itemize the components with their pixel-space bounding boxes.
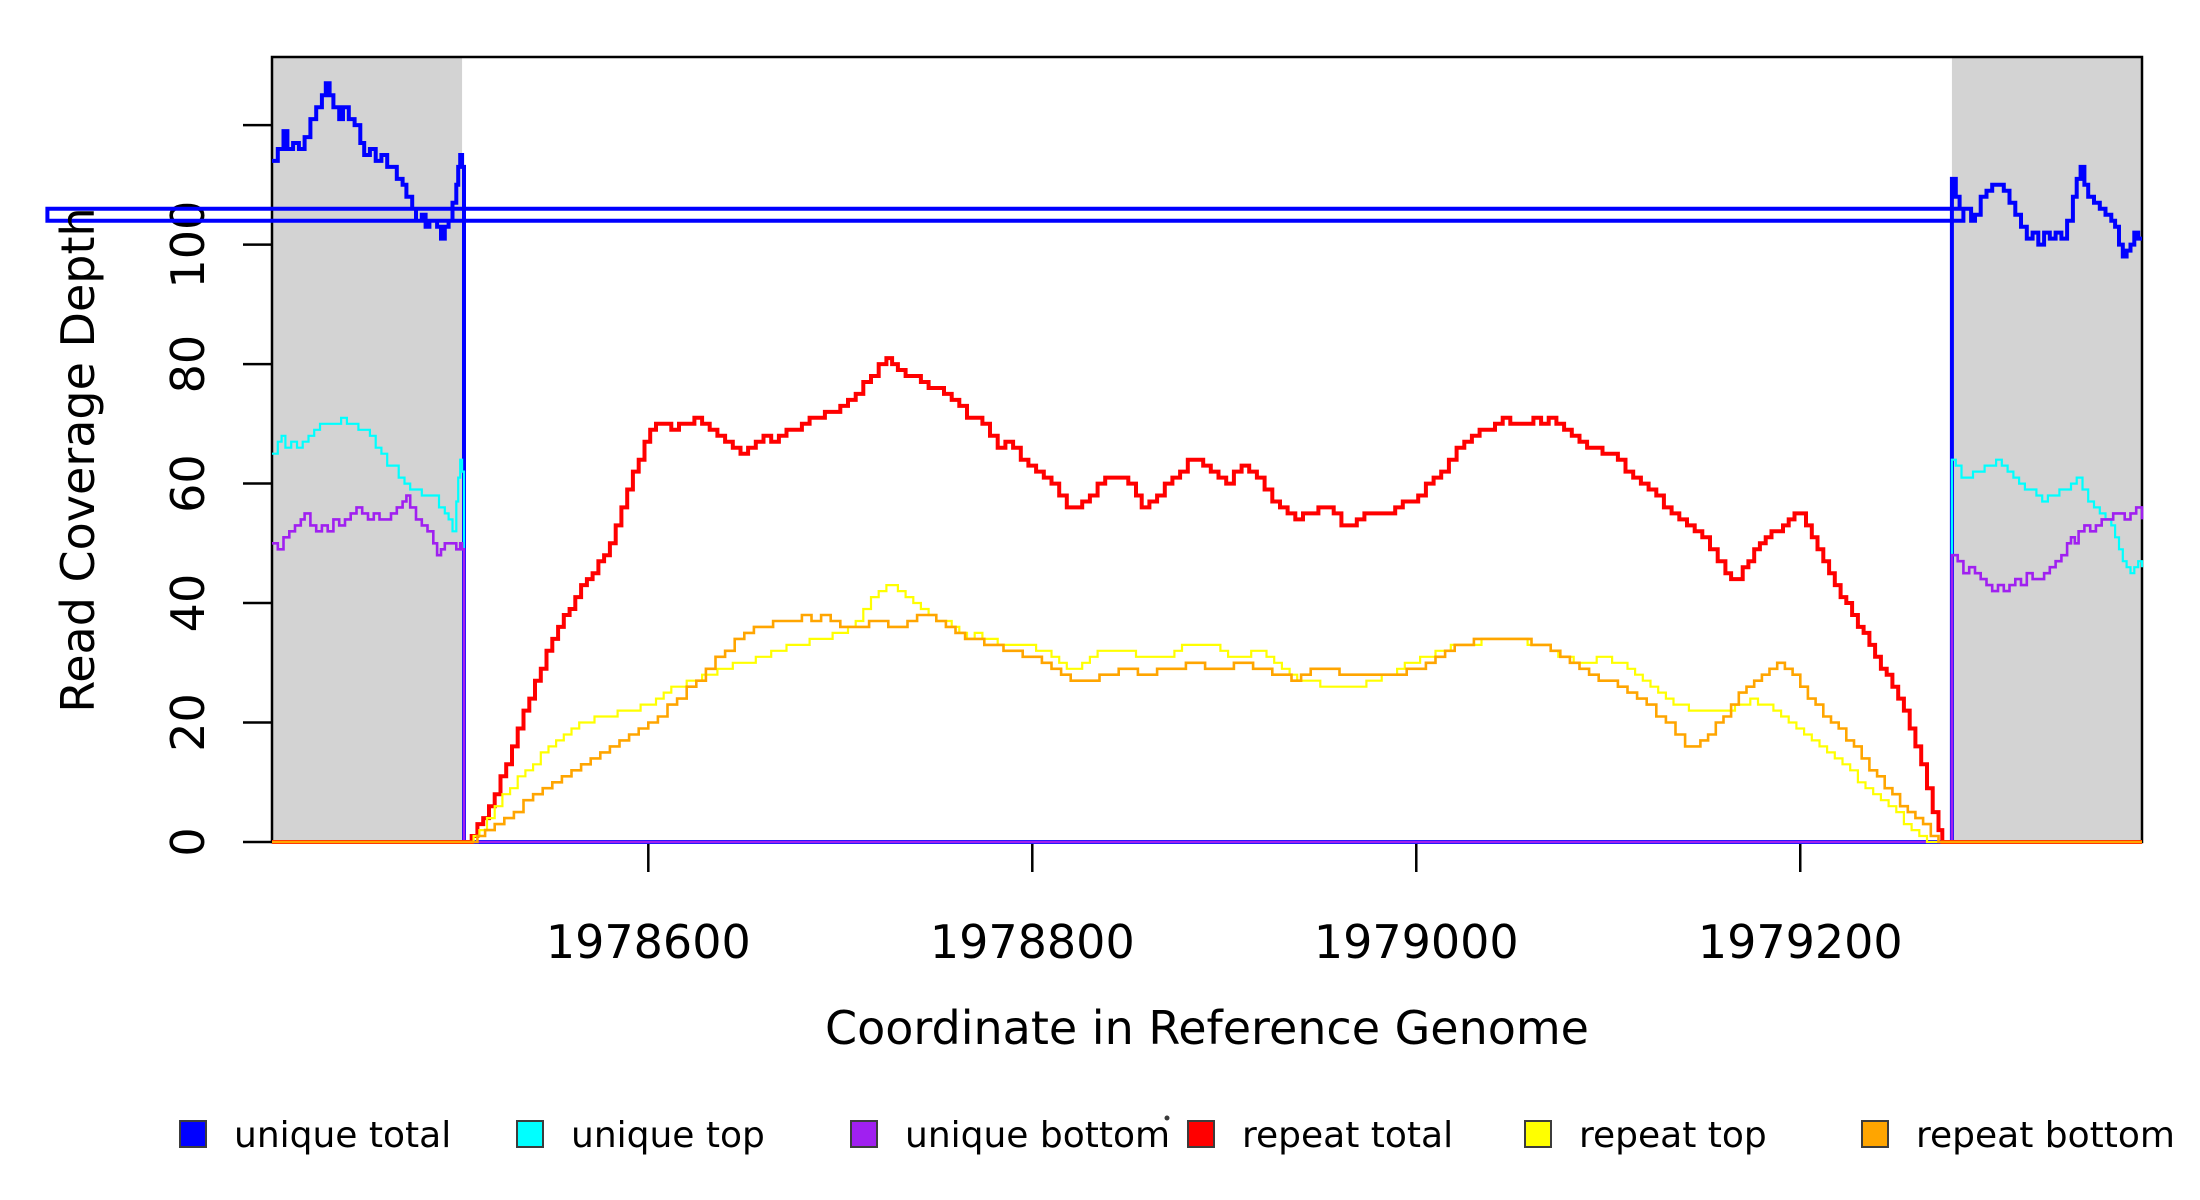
legend-swatch-unique-top xyxy=(516,1120,544,1148)
stray-dot xyxy=(1164,1115,1170,1121)
legend-swatch-repeat-bottom xyxy=(1861,1120,1889,1148)
legend-swatch-unique-total xyxy=(179,1120,207,1148)
legend-swatch-repeat-total xyxy=(1187,1120,1215,1148)
legend-label-repeat-total: repeat total xyxy=(1242,1115,1453,1156)
legend-label-unique-total: unique total xyxy=(234,1115,451,1156)
y-axis-title: Read Coverage Depth xyxy=(51,207,105,713)
series-repeat-total xyxy=(272,356,2142,844)
y-tick-label: 40 xyxy=(161,574,215,633)
legend-label-repeat-top: repeat top xyxy=(1579,1115,1767,1156)
y-tick-label: 100 xyxy=(161,201,215,289)
legend-label-unique-top: unique top xyxy=(571,1115,765,1156)
series-repeat-bottom xyxy=(272,613,2142,844)
y-tick-label: 60 xyxy=(161,454,215,513)
series-repeat-top xyxy=(272,584,2142,844)
x-tick-label: 1979000 xyxy=(1314,915,1519,969)
legend-label-unique-bottom: unique bottom xyxy=(905,1115,1170,1156)
series-unique-bottom xyxy=(272,494,2144,844)
y-tick-label: 80 xyxy=(161,335,215,394)
x-tick-label: 1979200 xyxy=(1698,915,1903,969)
series-unique-total xyxy=(45,81,2142,844)
x-tick-label: 1978800 xyxy=(930,915,1135,969)
y-tick-label: 0 xyxy=(161,827,215,856)
plot-box xyxy=(270,55,2144,844)
shaded-region xyxy=(1951,58,2142,841)
legend-swatch-repeat-top xyxy=(1524,1120,1552,1148)
legend-label-repeat-bottom: repeat bottom xyxy=(1916,1115,2175,1156)
shaded-region xyxy=(272,58,463,841)
legend-swatch-unique-bottom xyxy=(850,1120,878,1148)
y-tick-label: 20 xyxy=(161,693,215,752)
x-tick-label: 1978600 xyxy=(546,915,751,969)
series-unique-top xyxy=(272,416,2144,844)
x-axis-title: Coordinate in Reference Genome xyxy=(825,1001,1589,1055)
